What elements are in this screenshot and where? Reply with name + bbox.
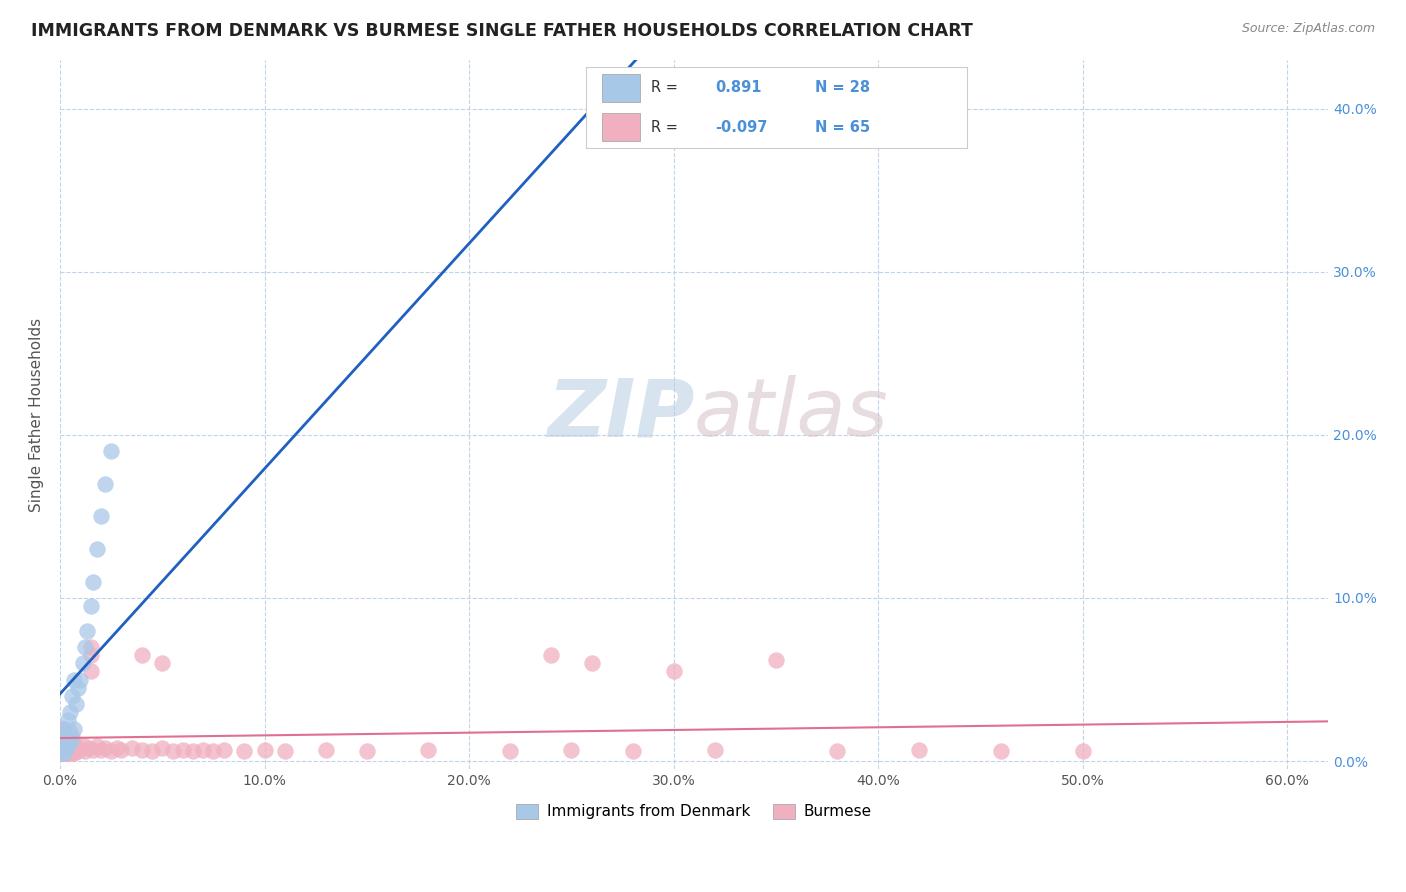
Point <box>65 697 87 711</box>
Point <box>600 126 623 140</box>
Point <box>53 746 76 760</box>
Point <box>67 744 90 758</box>
Point <box>131 648 153 662</box>
Point <box>69 673 91 687</box>
Point <box>100 744 122 758</box>
Point <box>59 746 82 760</box>
Point <box>58 714 80 728</box>
Point <box>51 746 73 760</box>
Point <box>105 741 128 756</box>
Text: IMMIGRANTS FROM DENMARK VS BURMESE SINGLE FATHER HOUSEHOLDS CORRELATION CHART: IMMIGRANTS FROM DENMARK VS BURMESE SINGL… <box>31 22 973 40</box>
Point <box>73 640 96 654</box>
Point <box>53 738 76 752</box>
Point <box>86 542 108 557</box>
Point <box>356 744 378 758</box>
Point <box>82 574 104 589</box>
Text: atlas: atlas <box>695 376 889 453</box>
Point <box>908 742 931 756</box>
Point <box>58 746 80 760</box>
Point <box>86 739 108 754</box>
Point <box>59 705 82 719</box>
Point <box>59 738 82 752</box>
Point <box>51 722 73 736</box>
Point <box>212 742 235 756</box>
Point <box>560 742 582 756</box>
Text: ZIP: ZIP <box>547 376 695 453</box>
Point <box>90 509 112 524</box>
Point <box>990 744 1012 758</box>
Point <box>55 746 77 760</box>
Point <box>202 744 225 758</box>
Point <box>253 742 276 756</box>
Point <box>141 744 163 758</box>
Point <box>53 746 76 760</box>
Point <box>63 673 86 687</box>
Point <box>233 744 256 758</box>
Point <box>80 665 103 679</box>
Point <box>67 681 90 695</box>
Point <box>90 742 112 756</box>
Point <box>540 648 562 662</box>
Point <box>60 689 83 703</box>
Point <box>55 724 77 739</box>
Point <box>703 742 725 756</box>
Legend: Immigrants from Denmark, Burmese: Immigrants from Denmark, Burmese <box>510 797 877 825</box>
Point <box>94 476 117 491</box>
Point <box>51 746 73 760</box>
Point <box>55 730 77 744</box>
Point <box>150 741 173 756</box>
Point <box>58 738 80 752</box>
Point <box>80 599 103 614</box>
Point <box>58 734 80 748</box>
Point <box>1071 744 1094 758</box>
Point <box>418 742 440 756</box>
Point <box>53 730 76 744</box>
Point <box>65 741 87 756</box>
Point <box>80 640 103 654</box>
Point <box>621 744 644 758</box>
Point <box>53 722 76 736</box>
Point <box>274 744 297 758</box>
Point <box>76 624 98 638</box>
Point <box>59 734 82 748</box>
Point <box>55 741 77 756</box>
Point <box>150 657 173 671</box>
Text: Source: ZipAtlas.com: Source: ZipAtlas.com <box>1241 22 1375 36</box>
Point <box>100 444 122 458</box>
Point <box>827 744 849 758</box>
Point <box>51 730 73 744</box>
Point <box>51 738 73 752</box>
Point <box>162 744 184 758</box>
Point <box>181 744 204 758</box>
Y-axis label: Single Father Households: Single Father Households <box>30 318 44 511</box>
Point <box>69 741 91 756</box>
Point <box>765 653 787 667</box>
Point <box>131 742 153 756</box>
Point <box>581 657 603 671</box>
Point <box>72 657 94 671</box>
Point <box>63 738 86 752</box>
Point <box>172 742 194 756</box>
Point <box>51 730 73 744</box>
Point <box>662 665 685 679</box>
Point <box>72 738 94 752</box>
Point <box>94 741 117 756</box>
Point <box>63 746 86 760</box>
Point <box>73 744 96 758</box>
Point <box>53 722 76 736</box>
Point <box>499 744 522 758</box>
Point <box>121 741 143 756</box>
Point <box>60 734 83 748</box>
Point <box>51 738 73 752</box>
Point <box>60 746 83 760</box>
Point <box>80 648 103 662</box>
Point <box>193 742 215 756</box>
Point <box>110 742 132 756</box>
Point <box>59 724 82 739</box>
Point <box>60 730 83 744</box>
Point <box>315 742 337 756</box>
Point <box>82 742 104 756</box>
Point <box>77 741 100 756</box>
Point <box>63 722 86 736</box>
